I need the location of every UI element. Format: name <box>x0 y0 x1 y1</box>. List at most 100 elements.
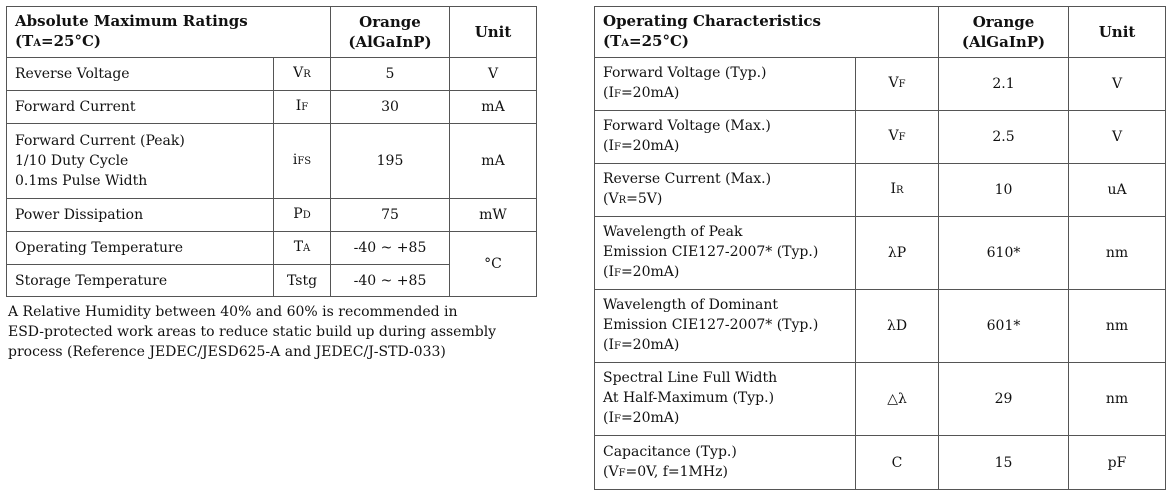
parameter-text: Forward Voltage (Max.) <box>603 118 771 134</box>
test-condition: (VR=5V) <box>603 191 663 207</box>
symbol-main: Tstg <box>286 272 318 289</box>
symbol-main: V <box>293 65 304 81</box>
symbol-main: V <box>888 75 899 91</box>
parameter-cell: Power Dissipation <box>6 198 274 232</box>
symbol-cell: λD <box>854 289 940 363</box>
oc-title: Operating Characteristics <box>603 11 822 30</box>
parameter-cell: Reverse Voltage <box>6 57 274 91</box>
oc-header-orange: Orange (AlGaInP) <box>938 6 1070 58</box>
esd-note-line: process (Reference JEDEC/JESD625-A and J… <box>8 344 446 360</box>
test-condition: (IF=20mA) <box>603 410 680 426</box>
absolute-maximum-ratings-table: Absolute Maximum Ratings (TA=25°C) Orang… <box>6 6 537 297</box>
table-row: Reverse Current (Max.) (VR=5V) IR 10 uA <box>594 163 1167 217</box>
test-condition: (IF=20mA) <box>603 138 680 154</box>
oc-condition: (TA=25°C) <box>603 31 690 50</box>
unit-cell: nm <box>1068 362 1167 436</box>
symbol-sub: F <box>898 79 906 90</box>
amr-condition: (TA=25°C) <box>15 31 102 50</box>
value-cell: 601* <box>938 289 1070 363</box>
value-cell: 610* <box>938 216 1070 290</box>
table-row: Capacitance (Typ.) (VF=0V, f=1MHz) C 15 pF <box>594 435 1167 490</box>
oc-header-title-cell: Operating Characteristics (TA=25°C) <box>593 6 940 58</box>
parameter-cell: Storage Temperature <box>6 264 274 297</box>
symbol-sub: F <box>898 132 906 143</box>
unit-cell: pF <box>1068 435 1167 490</box>
table-row: Forward Voltage (Max.) (IF=20mA) VF 2.5 V <box>594 110 1167 164</box>
symbol-sub: D <box>302 210 311 221</box>
symbol-main: I <box>890 181 896 197</box>
symbol-cell: Tstg <box>273 264 331 297</box>
symbol-cell: △λ <box>854 362 940 436</box>
parameter-text: Wavelength of Peak <box>603 224 743 240</box>
parameter-cell: Operating Temperature <box>6 231 274 265</box>
unit-cell: mA <box>449 90 537 124</box>
parameter-text: Power Dissipation <box>15 207 144 223</box>
parameter-text: Forward Current (Peak) <box>15 133 185 149</box>
value-cell: 195 <box>330 123 450 199</box>
table-row: Forward Current (Peak) 1/10 Duty Cycle 0.1… <box>6 123 537 199</box>
esd-note-line: ESD-protected work areas to reduce stati… <box>8 324 497 340</box>
symbol-sub: R <box>303 69 311 80</box>
symbol-cell: VR <box>273 57 331 91</box>
parameter-text: Spectral Line Full Width <box>603 370 778 386</box>
symbol-cell: VF <box>854 57 940 111</box>
table-row: Power Dissipation PD 75 mW <box>6 198 537 232</box>
parameter-cell: Capacitance (Typ.) (VF=0V, f=1MHz) <box>594 435 856 490</box>
table-row: Wavelength of Peak Emission CIE127-2007* … <box>594 216 1167 290</box>
parameter-cell: Forward Current <box>6 90 274 124</box>
oc-header-unit: Unit <box>1068 6 1167 58</box>
parameter-text: Emission CIE127-2007* (Typ.) <box>603 244 819 260</box>
parameter-cell: Forward Voltage (Max.) (IF=20mA) <box>594 110 856 164</box>
unit-cell: V <box>449 57 537 91</box>
table-row: Reverse Voltage VR 5 V <box>6 57 537 91</box>
symbol-cell: λP <box>854 216 940 290</box>
value-cell: 2.5 <box>938 110 1070 164</box>
table-row: Wavelength of Dominant Emission CIE127-20… <box>594 289 1167 363</box>
value-cell: 10 <box>938 163 1070 217</box>
unit-cell: °C <box>449 231 537 297</box>
parameter-cell: Reverse Current (Max.) (VR=5V) <box>594 163 856 217</box>
value-cell: -40 ~ +85 <box>330 231 450 265</box>
amr-header-title-cell: Absolute Maximum Ratings (TA=25°C) <box>6 6 331 58</box>
symbol-main: I <box>295 98 302 114</box>
unit-cell: V <box>1068 57 1167 111</box>
parameter-text: Forward Current <box>15 99 136 115</box>
unit-cell: nm <box>1068 216 1167 290</box>
symbol-cell: IF <box>273 90 331 124</box>
esd-note: A Relative Humidity between 40% and 60% … <box>8 302 538 362</box>
parameter-text: At Half-Maximum (Typ.) <box>603 390 775 406</box>
unit-cell: uA <box>1068 163 1167 217</box>
parameter-text: 0.1ms Pulse Width <box>15 173 148 189</box>
value-cell: 29 <box>938 362 1070 436</box>
esd-note-line: A Relative Humidity between 40% and 60% … <box>8 304 458 320</box>
symbol-main: C <box>891 454 903 471</box>
parameter-text: Forward Voltage (Typ.) <box>603 65 767 81</box>
amr-header-orange: Orange (AlGaInP) <box>330 6 450 58</box>
parameter-text: Reverse Current (Max.) <box>603 171 772 187</box>
symbol-sub: A <box>303 243 311 254</box>
symbol-main: i <box>292 152 298 168</box>
unit-cell: mA <box>449 123 537 199</box>
symbol-main: T <box>293 239 304 255</box>
parameter-cell: Forward Current (Peak) 1/10 Duty Cycle 0.1… <box>6 123 274 199</box>
parameter-text: Emission CIE127-2007* (Typ.) <box>603 317 819 333</box>
symbol-main: △λ <box>887 391 907 407</box>
value-cell: 5 <box>330 57 450 91</box>
test-condition: (IF=20mA) <box>603 264 680 280</box>
symbol-cell: C <box>854 435 940 490</box>
parameter-text: Wavelength of Dominant <box>603 297 779 313</box>
symbol-main: λD <box>886 318 908 334</box>
unit-cell: V <box>1068 110 1167 164</box>
parameter-text: Capacitance (Typ.) <box>603 443 737 460</box>
value-cell: 75 <box>330 198 450 232</box>
unit-cell: nm <box>1068 289 1167 363</box>
parameter-cell: Wavelength of Dominant Emission CIE127-20… <box>594 289 856 363</box>
table-row: Spectral Line Full Width At Half-Maximum … <box>594 362 1167 436</box>
value-cell: 2.1 <box>938 57 1070 111</box>
symbol-cell: VF <box>854 110 940 164</box>
parameter-text: Storage Temperature <box>15 272 168 289</box>
parameter-cell: Spectral Line Full Width At Half-Maximum … <box>594 362 856 436</box>
symbol-cell: IR <box>854 163 940 217</box>
operating-characteristics-table: Operating Characteristics (TA=25°C) Oran… <box>593 6 1167 490</box>
symbol-sub: F <box>301 102 309 113</box>
